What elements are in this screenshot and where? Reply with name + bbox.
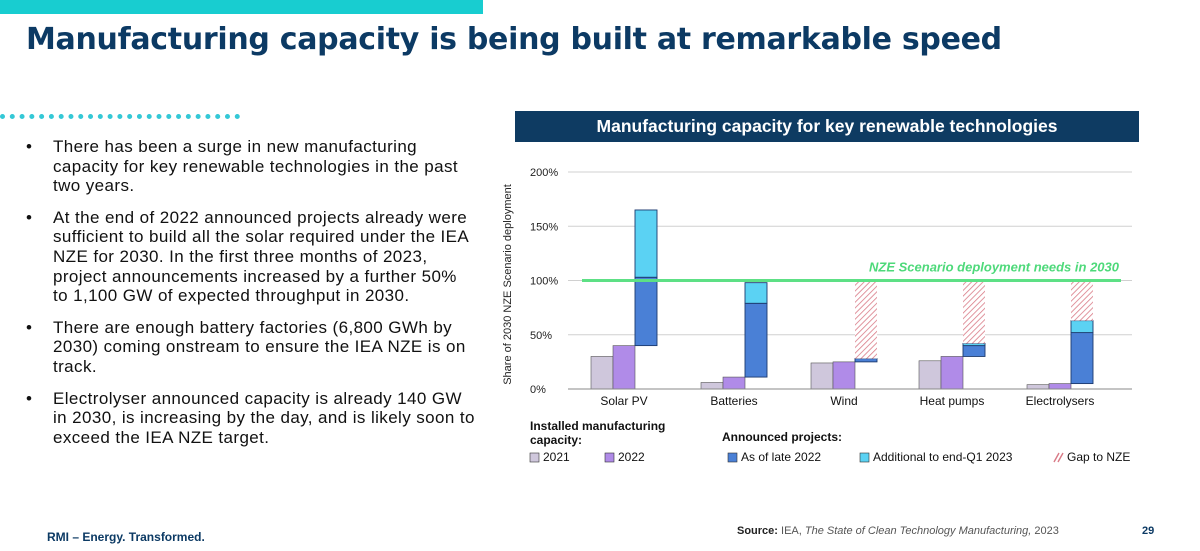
source-title: The State of Clean Technology Manufactur… xyxy=(804,525,1032,537)
bullet-marker: • xyxy=(26,137,33,156)
source-year: 2023 xyxy=(1034,525,1059,537)
bar-announced-segment xyxy=(1070,332,1094,385)
bullet-text: There has been a surge in new manufactur… xyxy=(53,137,459,196)
nze-reference-label: NZE Scenario deployment needs in 2030 xyxy=(869,260,1120,275)
bar-installed-2021 xyxy=(590,356,614,390)
legend-installed-title-line: Installed manufacturing xyxy=(530,419,665,433)
legend-gap-swatch xyxy=(1057,452,1064,463)
legend-gap-swatch xyxy=(1053,452,1060,463)
bar-installed-2021 xyxy=(918,360,942,390)
dotted-divider xyxy=(0,114,240,119)
y-tick-label: 100% xyxy=(530,276,558,288)
bullet-item: • There are enough battery factories (6,8… xyxy=(26,318,476,377)
bar-installed-2022 xyxy=(1048,383,1072,390)
footer-brand: RMI – Energy. Transformed. xyxy=(47,530,205,544)
x-category-label: Electrolysers xyxy=(1026,394,1095,408)
source-text: IEA, xyxy=(781,525,802,537)
legend-label: Additional to end-Q1 2023 xyxy=(873,450,1013,464)
legend-label: 2021 xyxy=(543,450,570,464)
y-tick-label: 50% xyxy=(530,330,552,342)
chart-svg: 0% 50% 100% 150% 200% Share of 2030 NZE Scena… xyxy=(502,167,1132,464)
x-category-label: Wind xyxy=(830,394,857,408)
bullet-item: • There has been a surge in new manufactu… xyxy=(26,137,476,196)
legend-label: 2022 xyxy=(618,450,645,464)
bar-announced-segment xyxy=(962,345,986,357)
bar-announced-segment xyxy=(854,358,878,363)
legend-swatch xyxy=(604,452,615,463)
bar-announced-segment xyxy=(634,276,658,347)
bullet-list: • There has been a surge in new manufactu… xyxy=(26,137,476,459)
bullet-marker: • xyxy=(26,317,33,337)
bullet-text: Electrolyser announced capacity is alrea… xyxy=(53,388,475,447)
x-category-label: Heat pumps xyxy=(920,394,985,408)
legend-swatch xyxy=(859,452,870,463)
bullet-marker: • xyxy=(26,388,33,408)
legend-swatch xyxy=(529,452,540,463)
bar-installed-2022 xyxy=(832,361,856,390)
bullet-text: At the end of 2022 announced projects al… xyxy=(53,207,469,306)
bar-announced-segment xyxy=(962,342,986,347)
bar-installed-2021 xyxy=(810,362,834,390)
bar-installed-2022 xyxy=(722,376,746,390)
bar-gap-to-nze xyxy=(855,280,877,359)
bar-gap-to-nze xyxy=(1071,280,1093,321)
top-accent-bar xyxy=(0,0,483,14)
bullet-item: • At the end of 2022 announced projects a… xyxy=(26,208,476,306)
bullet-text: There are enough battery factories (6,80… xyxy=(53,317,466,376)
bar-announced-segment xyxy=(1070,320,1094,334)
y-axis-label: Share of 2030 NZE Scenario deployment xyxy=(502,184,514,385)
bar-installed-2021 xyxy=(700,382,724,390)
bar-installed-2021 xyxy=(1026,384,1050,390)
page-number: 29 xyxy=(1142,525,1155,537)
bullet-item: • Electrolyser announced capacity is alre… xyxy=(26,389,476,448)
bar-gap-to-nze xyxy=(963,280,985,344)
bar-announced-segment xyxy=(744,282,768,304)
legend-swatch xyxy=(727,452,738,463)
legend-label: As of late 2022 xyxy=(741,450,821,464)
source-note: Source: IEA, The State of Clean Technolo… xyxy=(737,525,1059,537)
x-category-label: Solar PV xyxy=(600,394,647,408)
y-tick-label: 200% xyxy=(530,167,558,179)
chart-title: Manufacturing capacity for key renewable… xyxy=(515,111,1139,142)
legend-announced-title: Announced projects: xyxy=(722,430,842,444)
y-tick-label: 0% xyxy=(530,384,546,396)
x-category-label: Batteries xyxy=(710,394,757,408)
bar-installed-2022 xyxy=(612,345,636,390)
y-tick-label: 150% xyxy=(530,221,558,233)
bar-announced-segment xyxy=(634,209,658,278)
legend-installed-title-line: capacity: xyxy=(530,433,582,447)
source-label: Source: xyxy=(737,525,778,537)
bar-installed-2022 xyxy=(940,356,964,390)
bar-announced-segment xyxy=(744,302,768,378)
slide-title: Manufacturing capacity is being built at… xyxy=(26,22,1002,57)
legend-label: Gap to NZE xyxy=(1067,450,1130,464)
bullet-marker: • xyxy=(26,207,33,227)
